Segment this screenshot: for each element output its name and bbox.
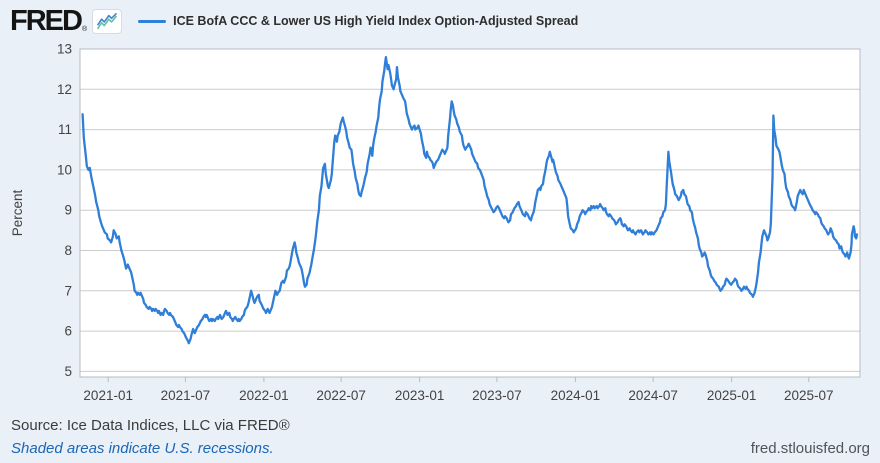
registered-trademark-mark: ® bbox=[81, 26, 88, 33]
y-axis-title: Percent bbox=[10, 189, 25, 236]
x-tick-label: 2024-01 bbox=[551, 388, 601, 403]
chart-generated-content: 5 6 7 8 9 10 11 12 13 2021-01 2021-07 2022-01 2022-0… bbox=[57, 42, 861, 403]
y-tick-label: 5 bbox=[64, 364, 72, 379]
legend-series-label[interactable]: ICE BofA CCC & Lower US High Yield Index… bbox=[173, 14, 579, 28]
recessions-note-link[interactable]: Shaded areas indicate U.S. recessions. bbox=[11, 440, 274, 457]
legend: ICE BofA CCC & Lower US High Yield Index… bbox=[138, 14, 578, 28]
x-tick-label: 2023-01 bbox=[395, 388, 445, 403]
plot-background bbox=[80, 49, 860, 377]
x-tick-label: 2021-07 bbox=[161, 388, 211, 403]
x-tick-label: 2022-01 bbox=[239, 388, 289, 403]
x-tick-label: 2025-07 bbox=[784, 388, 834, 403]
y-tick-label: 11 bbox=[58, 122, 72, 137]
x-tick-label: 2024-07 bbox=[628, 388, 678, 403]
y-tick-label: 9 bbox=[64, 203, 72, 218]
x-tick-label: 2023-07 bbox=[472, 388, 522, 403]
series-line[interactable] bbox=[81, 55, 859, 345]
x-tick-label: 2022-07 bbox=[316, 388, 366, 403]
y-tick-label: 7 bbox=[64, 283, 72, 298]
sparkline-icon-graphic bbox=[97, 12, 117, 29]
y-tick-label: 10 bbox=[57, 162, 72, 177]
legend-line-swatch bbox=[138, 19, 167, 23]
fred-logo[interactable]: FRED ® bbox=[10, 5, 88, 37]
header: FRED ® ICE BofA CCC & Lower US High Yiel… bbox=[10, 5, 578, 37]
y-tick-label: 12 bbox=[57, 82, 72, 97]
x-tick-label: 2025-01 bbox=[707, 388, 757, 403]
x-tick-label: 2021-01 bbox=[83, 388, 133, 403]
plot-border bbox=[79, 48, 861, 378]
source-text: Source: Ice Data Indices, LLC via FRED® bbox=[11, 417, 290, 434]
sparkline-icon bbox=[92, 8, 123, 34]
y-tick-label: 13 bbox=[57, 42, 72, 57]
fred-logo-text: FRED bbox=[10, 5, 83, 37]
y-tick-label: 8 bbox=[64, 243, 72, 258]
y-tick-label: 6 bbox=[64, 324, 72, 339]
fred-site-link[interactable]: fred.stlouisfed.org bbox=[750, 440, 870, 457]
